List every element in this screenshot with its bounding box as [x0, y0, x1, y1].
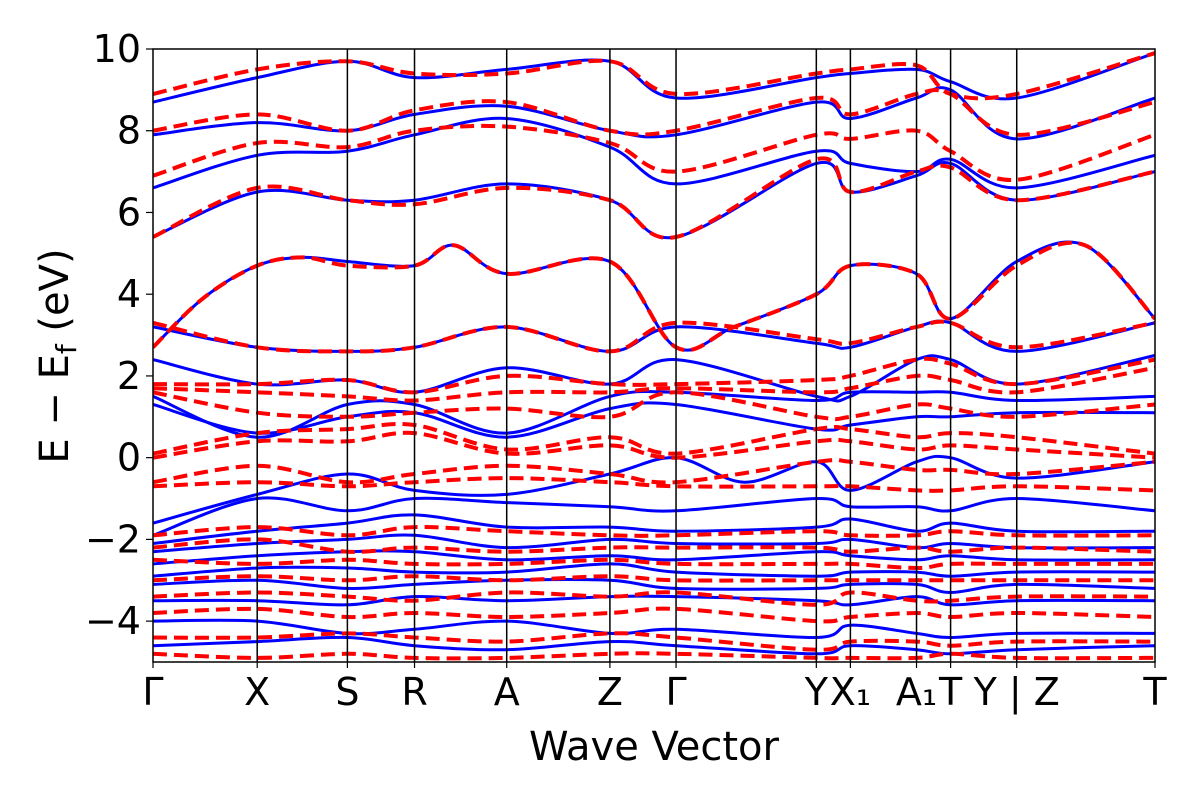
- dashed-band-line: [153, 631, 1155, 652]
- dashed-band-line: [153, 319, 1155, 354]
- dashed-band-line: [153, 590, 1155, 607]
- y-axis-ticks: −4 −2 0 2 4 6 8 10: [85, 27, 153, 643]
- solid-band-line: [153, 116, 1155, 190]
- dashed-band-line: [153, 240, 1155, 353]
- high-symmetry-lines: [256, 49, 1018, 662]
- dashed-band-line: [153, 457, 1155, 485]
- x-axis-label: Wave Vector: [529, 724, 780, 770]
- x-tick-label: Γ: [142, 670, 163, 714]
- dashed-band-line: [153, 574, 1155, 583]
- x-tick-label: X₁: [830, 670, 871, 714]
- y-tick-label: 8: [117, 109, 141, 153]
- solid-band-line: [153, 635, 1155, 656]
- y-tick-label: 10: [93, 27, 141, 71]
- x-tick-label: X: [244, 670, 270, 714]
- solid-band-line: [153, 594, 1155, 607]
- x-tick-label: Y: [804, 670, 829, 714]
- y-tick-label: 0: [117, 436, 141, 480]
- y-axis-label-unit: (eV): [32, 248, 78, 344]
- y-axis-label-main: E − E: [32, 354, 78, 464]
- solid-band-line: [153, 51, 1155, 104]
- dashed-band-line: [153, 390, 1155, 422]
- dashed-band-line: [153, 365, 1155, 403]
- dashed-band-line: [153, 476, 1155, 493]
- x-tick-label: S: [335, 670, 359, 714]
- y-tick-label: −4: [85, 599, 141, 643]
- x-tick-label: R: [401, 670, 427, 714]
- y-tick-label: 4: [117, 272, 141, 316]
- bands-layer: [153, 51, 1155, 661]
- x-tick-label: Γ: [665, 670, 686, 714]
- dashed-band-line: [153, 557, 1155, 570]
- y-axis-label-subscript: f: [50, 343, 83, 354]
- y-tick-label: 2: [117, 354, 141, 398]
- plot-frame: [152, 48, 1156, 663]
- x-tick-label: A₁: [896, 670, 937, 714]
- x-tick-label: A: [494, 670, 520, 714]
- dashed-band-line: [153, 651, 1155, 661]
- x-tick-label: T: [1142, 670, 1167, 714]
- x-tick-label: Z: [597, 670, 623, 714]
- y-tick-label: 6: [117, 190, 141, 234]
- x-tick-label: Y | Z: [973, 670, 1060, 715]
- solid-band-line: [153, 319, 1155, 353]
- dashed-band-line: [153, 606, 1155, 624]
- x-tick-label: T: [938, 670, 963, 714]
- solid-band-line: [153, 454, 1155, 525]
- y-axis-label: E − Ef (eV): [32, 248, 83, 463]
- dashed-band-line: [153, 525, 1155, 538]
- y-tick-label: −2: [85, 517, 141, 561]
- dashed-band-line: [153, 537, 1155, 554]
